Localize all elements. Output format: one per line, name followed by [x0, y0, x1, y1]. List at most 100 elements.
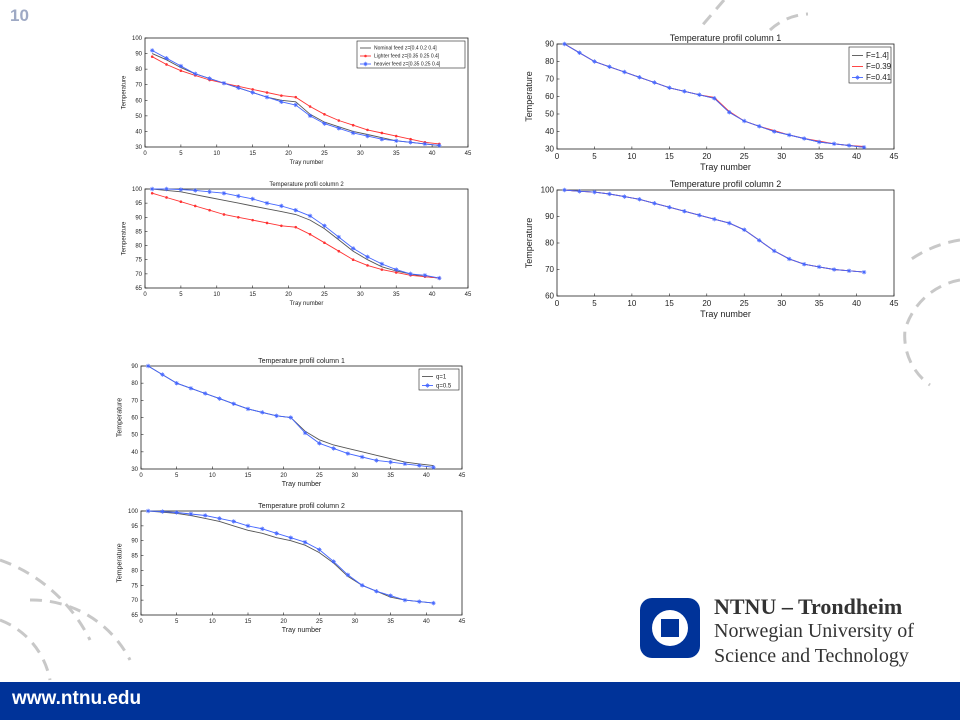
data-point — [217, 396, 222, 401]
legend-marker — [425, 383, 430, 388]
data-point — [251, 218, 254, 222]
x-tick-label: 0 — [555, 299, 560, 308]
x-tick-label: 0 — [139, 619, 143, 625]
data-point — [345, 572, 351, 578]
chart-title: Temperature profil column 2 — [269, 182, 344, 188]
data-point — [374, 458, 379, 463]
logo-square-icon — [661, 619, 679, 637]
y-tick-label: 95 — [135, 201, 142, 207]
x-tick-label: 15 — [249, 151, 256, 157]
y-tick-label: 60 — [545, 92, 554, 101]
data-point — [174, 380, 179, 386]
x-tick-label: 35 — [393, 292, 400, 298]
x-tick-label: 0 — [555, 152, 560, 161]
data-point — [280, 94, 283, 97]
y-tick-label: 70 — [545, 75, 554, 84]
data-point — [801, 262, 807, 267]
data-point — [331, 559, 336, 564]
data-point — [236, 85, 241, 91]
data-point — [302, 540, 308, 545]
x-tick-label: 10 — [209, 473, 216, 479]
y-tick-label: 90 — [131, 539, 138, 545]
data-point — [317, 441, 322, 446]
x-tick-label: 10 — [213, 151, 220, 157]
data-point — [264, 200, 270, 206]
y-tick-label: 70 — [131, 398, 138, 404]
data-point — [816, 264, 822, 270]
x-tick-label: 40 — [423, 619, 430, 625]
y-tick-label: 85 — [131, 554, 138, 560]
x-tick-label: 35 — [387, 619, 394, 625]
data-point — [302, 430, 308, 436]
y-tick-label: 60 — [135, 98, 142, 104]
legend-marker — [855, 75, 860, 80]
y-tick-label: 70 — [135, 272, 142, 278]
plot-frame — [556, 43, 895, 150]
data-point — [712, 96, 717, 101]
data-point — [727, 110, 732, 115]
data-point — [422, 273, 428, 278]
data-point — [417, 599, 422, 604]
data-point — [160, 509, 165, 514]
x-tick-label: 40 — [429, 151, 436, 157]
legend-box — [356, 40, 466, 69]
data-point — [149, 186, 155, 192]
data-point — [245, 406, 251, 412]
data-point — [786, 256, 792, 262]
y-axis-label: Temperature — [121, 221, 127, 255]
data-point — [366, 264, 369, 267]
x-tick-label: 30 — [777, 299, 786, 308]
y-tick-label: 100 — [132, 187, 143, 193]
data-point — [260, 410, 265, 415]
x-tick-label: 40 — [429, 292, 436, 298]
data-point — [402, 597, 408, 603]
data-point — [203, 513, 208, 518]
data-point — [417, 463, 422, 468]
data-point — [409, 137, 412, 141]
legend-entry: q=1 — [436, 375, 447, 381]
data-point — [607, 64, 612, 69]
data-point — [592, 189, 597, 195]
data-point — [150, 55, 154, 58]
y-tick-label: 95 — [131, 524, 138, 530]
x-tick-label: 20 — [280, 619, 287, 625]
data-point — [682, 209, 687, 214]
data-point — [351, 258, 355, 262]
data-point — [757, 124, 762, 129]
data-point — [379, 137, 385, 142]
chart-title: Temperature profil column 2 — [258, 503, 345, 510]
data-point — [667, 205, 672, 210]
data-point — [388, 459, 393, 465]
data-point — [193, 71, 198, 77]
data-point — [607, 191, 612, 197]
data-point — [265, 91, 269, 94]
data-point — [359, 454, 365, 460]
data-point — [431, 465, 436, 470]
x-tick-label: 25 — [316, 619, 323, 625]
x-tick-label: 45 — [459, 473, 466, 479]
data-point — [279, 99, 284, 105]
x-tick-label: 5 — [592, 299, 597, 308]
y-axis-label: Temperature — [524, 71, 534, 122]
logo-name: NTNU – Trondheim — [714, 594, 903, 619]
data-point — [402, 461, 408, 467]
data-point — [179, 69, 183, 72]
x-axis-label: Tray number — [700, 309, 751, 319]
data-point — [712, 216, 717, 222]
x-tick-label: 35 — [815, 299, 824, 308]
data-point — [742, 227, 747, 232]
footer-url[interactable]: www.ntnu.edu — [12, 688, 142, 709]
data-point — [622, 69, 627, 75]
logo-subtitle-1: Norwegian University of — [714, 620, 914, 642]
data-point — [365, 254, 370, 260]
y-tick-label: 75 — [135, 258, 142, 264]
x-axis-label: Tray number — [290, 301, 324, 307]
y-tick-label: 40 — [131, 450, 138, 456]
data-point — [178, 187, 184, 192]
x-tick-label: 5 — [175, 619, 179, 625]
data-point — [193, 188, 198, 193]
y-tick-label: 80 — [135, 244, 142, 250]
data-point — [288, 535, 293, 540]
data-point — [388, 593, 393, 598]
